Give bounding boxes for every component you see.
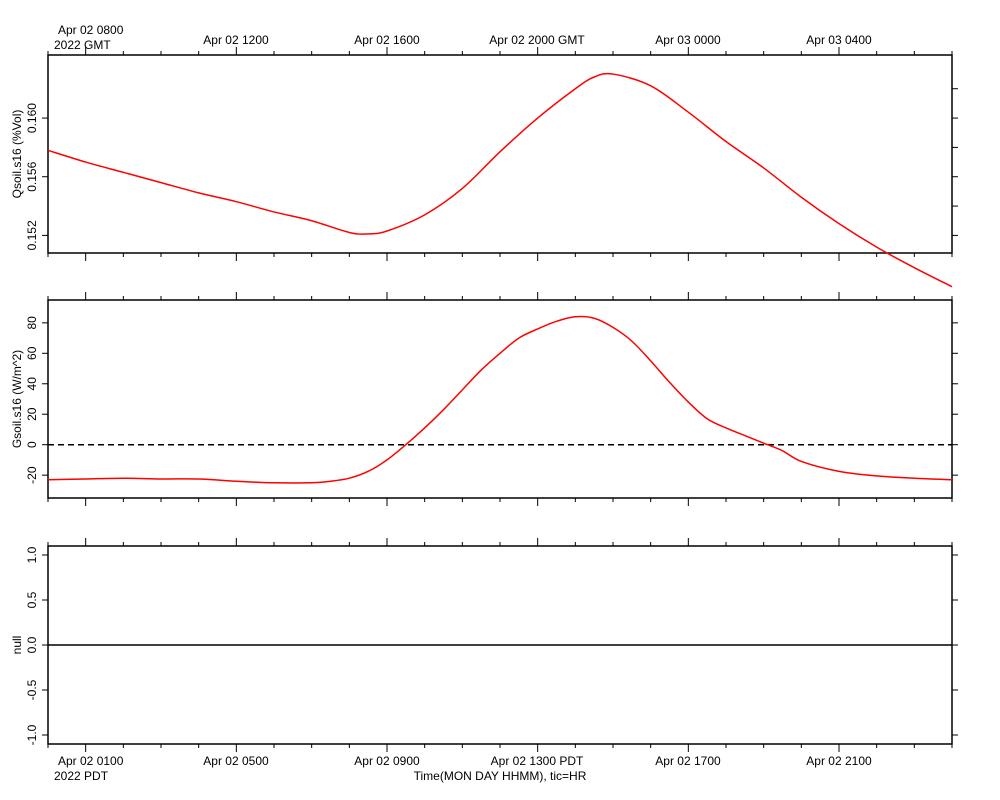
y-tick-label: 0.156 xyxy=(25,161,39,191)
y-tick-label: -0.5 xyxy=(25,679,39,700)
y-ticks xyxy=(42,322,958,476)
y-tick-label: -1.0 xyxy=(25,724,39,745)
top-axis-label: Apr 02 1200 xyxy=(203,33,269,47)
bottom-axis-label: Apr 02 0500 xyxy=(203,754,269,768)
series-line xyxy=(47,315,953,484)
y-tick-label: 0.160 xyxy=(25,103,39,133)
chart-panel-2: -20 0 20 40 60 80 Gsoil.s16 (W/m^2) xyxy=(10,292,958,506)
plot-frame xyxy=(47,299,953,499)
y-tick-label: 0 xyxy=(25,441,39,448)
x-axis-title: Time(MON DAY HHMM), tic=HR xyxy=(414,769,587,783)
y-tick-label: 0.5 xyxy=(25,591,39,608)
y-axis-label: Gsoil.s16 (W/m^2) xyxy=(10,350,24,448)
x-ticks xyxy=(47,538,953,752)
y-tick-label: 40 xyxy=(25,377,39,391)
y-tick-label: 0.152 xyxy=(25,220,39,250)
bottom-axis-label: Apr 02 0900 xyxy=(354,754,420,768)
plot-frame xyxy=(47,54,953,254)
bottom-axis-label: Apr 02 1300 PDT xyxy=(491,754,584,768)
chart-panel-3: -1.0 -0.5 0.0 0.5 1.0 null xyxy=(10,538,958,752)
y-ticks xyxy=(42,88,958,236)
y-tick-label: -20 xyxy=(25,466,39,484)
top-axis-label: Apr 02 2000 GMT xyxy=(489,33,585,47)
y-tick-label: 20 xyxy=(25,407,39,421)
y-tick-label: 1.0 xyxy=(25,546,39,563)
y-tick-label: 80 xyxy=(25,316,39,330)
top-axis-label: Apr 03 0000 xyxy=(655,33,721,47)
series-line xyxy=(47,72,953,288)
y-tick-label: 60 xyxy=(25,346,39,360)
top-axis-label: Apr 03 0400 xyxy=(806,33,872,47)
y-axis-label: null xyxy=(10,636,24,655)
top-axis-first-label-year: 2022 GMT xyxy=(54,38,111,52)
top-axis-label: Apr 02 1600 xyxy=(354,33,420,47)
bottom-axis-label: Apr 02 2100 xyxy=(806,754,872,768)
bottom-axis-label: Apr 02 1700 xyxy=(655,754,721,768)
y-axis-label: Qsoil.s16 (%Vol) xyxy=(10,110,24,199)
x-ticks xyxy=(47,292,953,506)
bottom-axis-first-label-year: 2022 PDT xyxy=(54,769,109,783)
x-ticks xyxy=(47,47,953,261)
y-tick-label: 0.0 xyxy=(25,636,39,653)
bottom-axis-first-label: Apr 02 0100 xyxy=(58,754,124,768)
top-axis-first-label: Apr 02 0800 xyxy=(58,23,124,37)
y-ticks xyxy=(42,554,958,736)
